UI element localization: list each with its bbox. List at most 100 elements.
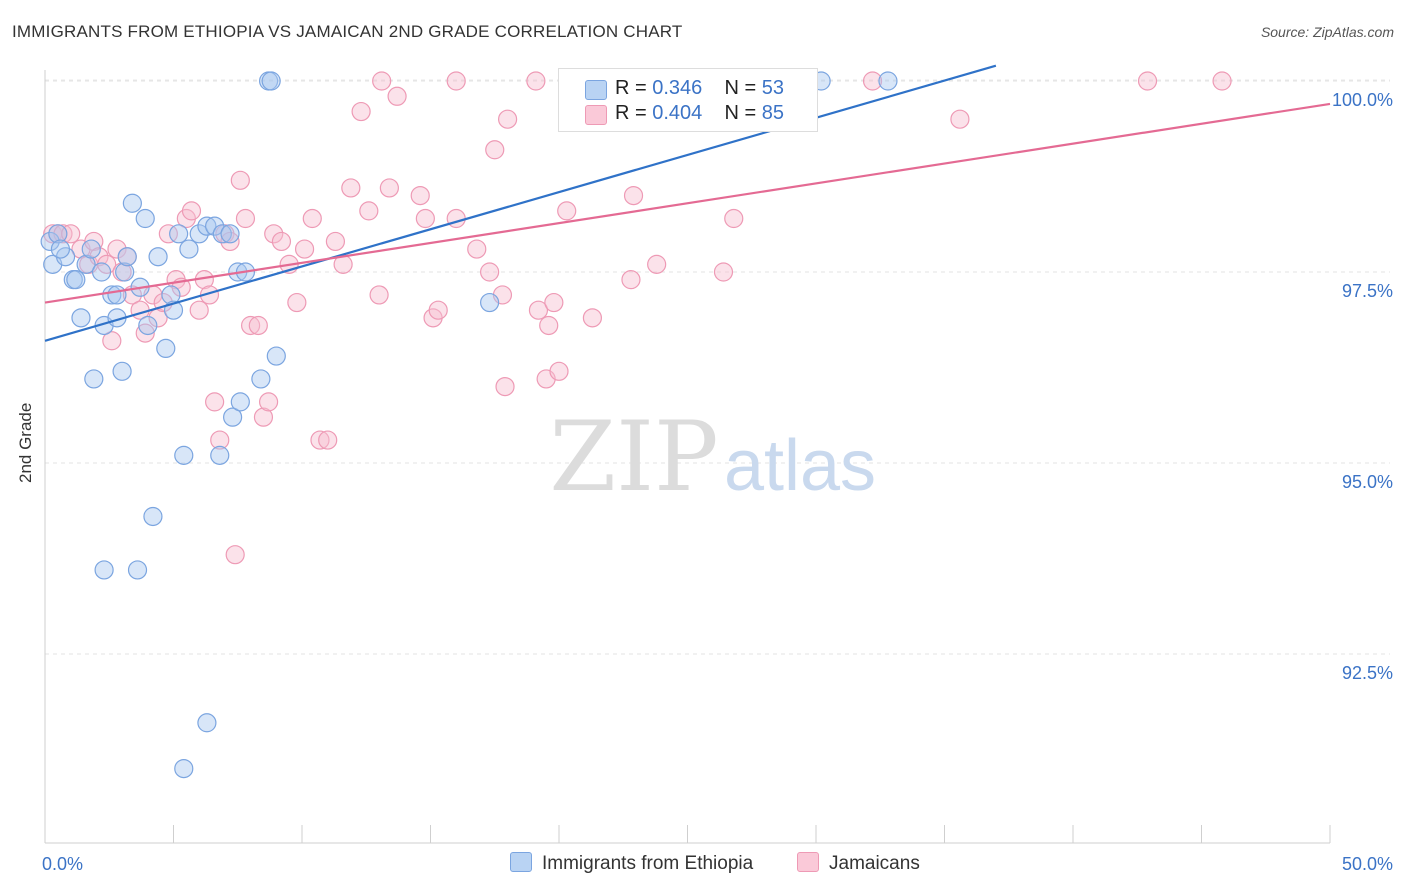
jamaica-point [950,109,970,129]
ethiopia-point [174,445,194,465]
legend-item-ethiopia[interactable]: Immigrants from Ethiopia [510,852,753,875]
jamaica-point [549,361,569,381]
jamaica-point [341,178,361,198]
legend-r-label: R = [615,102,647,124]
ethiopia-point [205,216,225,236]
jamaica-point [410,186,430,206]
ethiopia-point [122,193,142,213]
ethiopia-point [223,407,243,427]
ethiopia-point [115,262,135,282]
tick-labels: 100.0% 97.5% 95.0% 92.5% 0.0% 50.0% [42,90,1393,874]
jamaica-point [241,315,261,336]
chart-title: IMMIGRANTS FROM ETHIOPIA VS JAMAICAN 2ND… [12,22,683,41]
ethiopia-points [40,71,898,779]
grid-layer [45,79,1390,655]
jamaica-point [526,71,546,91]
y-axis-label-wrap: 2nd Grade [16,403,40,483]
legend-label-ethiopia: Immigrants from Ethiopia [542,853,754,874]
legend-n-label: N = [724,102,757,124]
y-tick-label: 92.5% [1342,663,1393,683]
ethiopia-point [251,369,271,389]
jamaica-point [379,178,399,198]
jamaica-point [253,407,274,427]
ethiopia-point [197,713,217,733]
ethiopia-point [107,285,127,305]
jamaica-point [287,292,307,313]
jamaica-point [480,262,500,282]
axes-layer [44,70,1331,844]
legend-r-label: R = [615,77,647,99]
legend-n-value-ethiopia: 53 [761,77,785,99]
ethiopia-point [127,560,148,580]
legend-swatch-ethiopia [585,80,607,100]
jamaica-point [557,201,577,221]
jamaica-point [372,71,392,91]
ethiopia-point [230,392,250,412]
legend-n-value-jamaicans: 85 [761,102,785,124]
jamaica-point [713,262,734,282]
jamaica-point [544,292,564,313]
ethiopia-point [210,445,230,465]
ethiopia-point [138,315,158,336]
ethiopia-point [212,224,232,244]
ethiopia-point [50,239,71,259]
jamaica-point [1137,71,1158,91]
ethiopia-point [220,224,240,244]
jamaica-point [158,224,178,244]
jamaica-point [318,430,338,450]
ethiopia-point [40,231,60,252]
jamaica-point [446,208,466,229]
jamaica-point [467,239,487,259]
legend-swatch-jamaicans [585,105,607,125]
watermark-zip: ZIP [549,401,718,513]
stats-legend: R = 0.346 N = 53 R = 0.404 N = 85 [558,68,818,132]
jamaica-point [210,430,230,450]
ethiopia-point [91,262,112,282]
ethiopia-point [48,224,68,244]
jamaica-point [724,208,744,229]
legend-r-value-jamaicans: 0.404 [652,102,703,124]
jamaica-point [621,270,641,290]
jamaica-point [1212,71,1232,91]
y-tick-label: 95.0% [1342,472,1393,492]
jamaica-point [248,315,268,336]
jamaica-point [623,186,644,206]
legend-n-label: N = [724,77,757,99]
jamaica-point [485,140,505,160]
x-tick-label: 50.0% [1342,854,1393,874]
jamaica-point [310,430,330,450]
ethiopia-point [135,208,155,229]
ethiopia-point [189,224,209,244]
jamaicans-points [43,71,1232,565]
legend-item-jamaicans[interactable]: Jamaicans [797,852,920,875]
jamaica-point [498,109,518,129]
ethiopia-point [76,254,96,274]
y-tick-label: 97.5% [1342,281,1393,301]
jamaica-point [302,208,322,229]
ethiopia-point [169,224,189,244]
ethiopia-point [84,369,104,389]
jamaica-point [271,231,292,252]
trend-lines [44,64,1331,342]
ethiopia-point [878,71,898,91]
jamaica-point [181,201,202,221]
ethiopia-point [66,270,86,290]
ethiopia-point [266,346,286,366]
jamaica-point [220,231,240,252]
jamaica-point [351,101,371,122]
trendline-ethiopia [44,64,997,342]
jamaica-point [258,392,279,412]
x-tick-label: 0.0% [42,854,83,874]
source-label: Source: ZipAtlas.com [1260,24,1394,40]
jamaica-point [369,285,389,305]
ethiopia-point [197,216,217,236]
legend-text-ethiopia: R = 0.346 N = 53 [615,77,784,100]
jamaica-point [415,208,435,229]
trendline-jamaicans [44,102,1331,304]
ethiopia-point [480,292,500,313]
ethiopia-point [102,285,122,305]
jamaica-point [446,71,466,91]
ethiopia-point [81,239,101,259]
jamaica-point [264,224,284,244]
ethiopia-point [261,71,281,91]
